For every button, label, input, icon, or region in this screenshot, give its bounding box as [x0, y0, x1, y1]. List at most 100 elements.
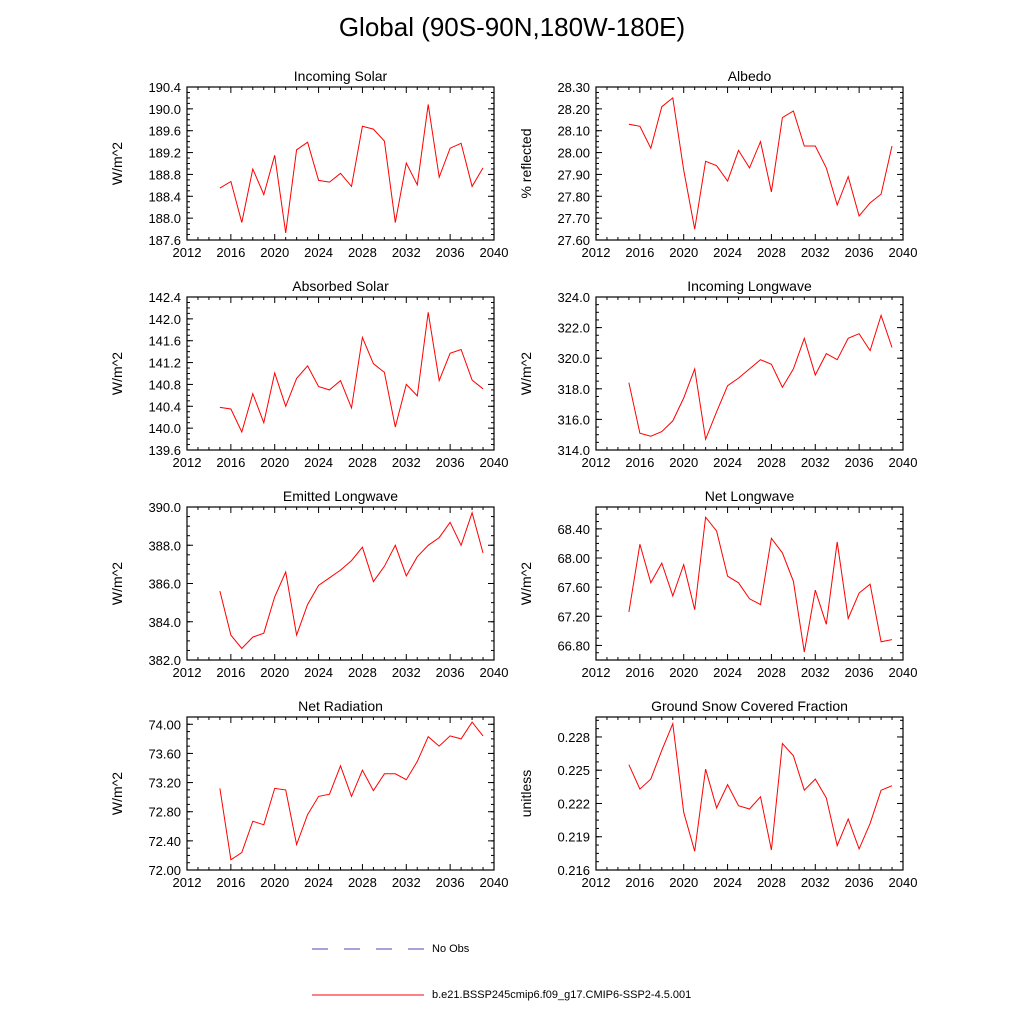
x-tick-label: 2016: [216, 665, 245, 680]
x-tick-label: 2024: [304, 245, 333, 260]
chart-panel: Net Radiation 2012 2016 2020 2024 2028 2032 203…: [109, 698, 508, 890]
x-tick-label: 2028: [348, 875, 377, 890]
x-tick-label: 2040: [889, 245, 918, 260]
plot-frame: [595, 296, 904, 451]
series-line: [219, 721, 484, 861]
x-tick-label: 2036: [845, 245, 874, 260]
panel-title: Emitted Longwave: [283, 488, 398, 504]
x-tick-label: 2036: [845, 875, 874, 890]
chart-panel: Albedo 2012 2016 2020 2024 2028 2032 2036 2040 27…: [518, 68, 917, 260]
y-tick-label: 28.20: [557, 102, 590, 117]
x-tick-label: 2028: [757, 455, 786, 470]
x-tick-label: 2020: [260, 245, 289, 260]
plot-frame: [595, 506, 904, 661]
x-tick-label: 2012: [173, 245, 202, 260]
x-tick-label: 2024: [304, 665, 333, 680]
y-tick-label: 320.0: [557, 351, 590, 366]
y-tick-label: 139.6: [148, 443, 181, 458]
y-tick-label: 189.6: [148, 124, 181, 139]
y-tick-label: 28.00: [557, 146, 590, 161]
y-tick-label: 27.70: [557, 211, 590, 226]
legend-obs-label: No Obs: [432, 943, 470, 955]
x-tick-label: 2016: [625, 875, 654, 890]
chart-panel: Ground Snow Covered Fraction 2012 2016 2020…: [518, 698, 917, 890]
y-axis-label: W/m^2: [109, 562, 125, 605]
chart-panel: Net Longwave 2012 2016 2020 2024 2028 2032 2036…: [518, 488, 917, 680]
y-axis-label: unitless: [518, 770, 534, 817]
x-tick-label: 2012: [582, 245, 611, 260]
panel-title: Net Radiation: [298, 698, 383, 714]
x-tick-label: 2036: [436, 665, 465, 680]
series-line: [628, 96, 893, 230]
panel-title: Absorbed Solar: [292, 278, 389, 294]
y-tick-label: 384.0: [148, 615, 181, 630]
y-tick-label: 140.0: [148, 421, 181, 436]
series-line: [219, 510, 484, 650]
y-axis-label: % reflected: [518, 128, 534, 198]
y-axis-label: W/m^2: [518, 562, 534, 605]
x-tick-label: 2040: [480, 875, 509, 890]
series-line: [628, 721, 893, 852]
y-tick-label: 188.8: [148, 167, 181, 182]
x-tick-label: 2020: [260, 665, 289, 680]
x-tick-label: 2036: [845, 665, 874, 680]
y-tick-label: 386.0: [148, 577, 181, 592]
y-tick-label: 190.0: [148, 102, 181, 117]
x-tick-label: 2024: [713, 665, 742, 680]
chart-panel: Emitted Longwave 2012 2016 2020 2024 2028 2032…: [109, 488, 508, 680]
x-tick-label: 2028: [348, 245, 377, 260]
x-tick-label: 2020: [669, 875, 698, 890]
y-tick-label: 141.6: [148, 334, 181, 349]
y-tick-label: 27.60: [557, 233, 590, 248]
x-tick-label: 2036: [436, 455, 465, 470]
y-tick-label: 28.10: [557, 124, 590, 139]
x-tick-label: 2028: [348, 455, 377, 470]
y-tick-label: 190.4: [148, 80, 181, 95]
series-line: [219, 104, 484, 233]
y-tick-label: 141.2: [148, 356, 181, 371]
x-tick-label: 2020: [260, 455, 289, 470]
y-tick-label: 318.0: [557, 382, 590, 397]
chart-panel: Incoming Longwave 2012 2016 2020 2024 2028 203…: [518, 278, 917, 470]
plot-frame: [595, 716, 904, 871]
plot-frame: [595, 86, 904, 241]
x-tick-label: 2028: [757, 665, 786, 680]
figure-title: Global (90S-90N,180W-180E): [338, 12, 686, 42]
x-tick-label: 2036: [845, 455, 874, 470]
x-tick-label: 2016: [625, 665, 654, 680]
y-tick-label: 67.20: [557, 609, 590, 624]
plot-frame: [186, 716, 495, 871]
y-tick-label: 0.222: [557, 796, 590, 811]
x-tick-label: 2016: [216, 455, 245, 470]
x-tick-label: 2012: [173, 455, 202, 470]
x-tick-label: 2020: [669, 245, 698, 260]
x-tick-label: 2028: [757, 875, 786, 890]
y-tick-label: 0.216: [557, 863, 590, 878]
y-tick-label: 74.00: [148, 717, 181, 732]
chart-panel: Absorbed Solar 2012 2016 2020 2024 2028 2032 20…: [109, 278, 508, 470]
x-tick-label: 2020: [260, 875, 289, 890]
x-tick-label: 2032: [392, 455, 421, 470]
y-tick-label: 142.0: [148, 312, 181, 327]
x-tick-label: 2032: [392, 665, 421, 680]
y-tick-label: 187.6: [148, 233, 181, 248]
y-tick-label: 382.0: [148, 653, 181, 668]
x-tick-label: 2040: [889, 875, 918, 890]
x-tick-label: 2016: [216, 245, 245, 260]
y-tick-label: 67.60: [557, 580, 590, 595]
panel-title: Ground Snow Covered Fraction: [651, 698, 848, 714]
y-tick-label: 72.00: [148, 863, 181, 878]
x-tick-label: 2032: [801, 665, 830, 680]
y-tick-label: 188.4: [148, 189, 181, 204]
y-tick-label: 188.0: [148, 211, 181, 226]
y-tick-label: 314.0: [557, 443, 590, 458]
series-line: [628, 515, 893, 653]
y-tick-label: 72.40: [148, 834, 181, 849]
x-tick-label: 2012: [582, 455, 611, 470]
x-tick-label: 2016: [625, 245, 654, 260]
y-tick-label: 140.4: [148, 399, 181, 414]
y-tick-label: 68.00: [557, 551, 590, 566]
y-axis-label: W/m^2: [109, 352, 125, 395]
x-tick-label: 2024: [713, 875, 742, 890]
